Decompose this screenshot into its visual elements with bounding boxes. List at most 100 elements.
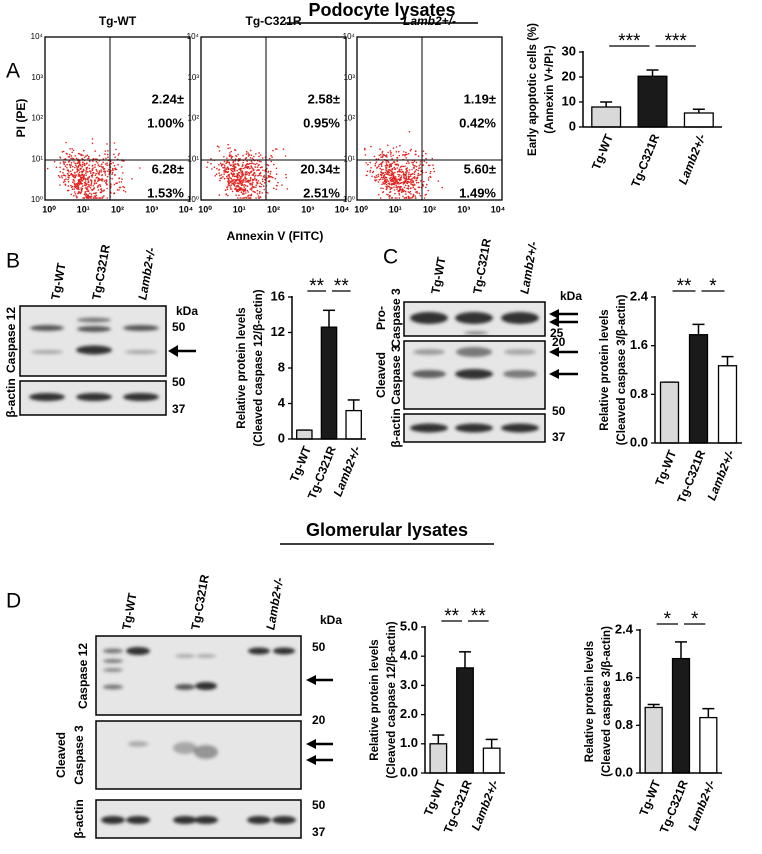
dot (263, 188, 266, 191)
row-label: Cleaved (54, 732, 68, 778)
dot (390, 183, 393, 185)
y-tick-label: 1.6 (630, 337, 648, 352)
dot (83, 164, 86, 166)
dot (385, 168, 387, 170)
dot (237, 153, 239, 156)
dot (422, 185, 425, 187)
dot (108, 168, 110, 171)
dot (260, 175, 262, 177)
dot (93, 192, 95, 195)
dot (390, 179, 393, 181)
dot (69, 148, 71, 150)
dot (268, 157, 271, 160)
dot (211, 168, 213, 170)
dot (398, 150, 400, 153)
dot (71, 188, 74, 190)
dot (227, 180, 229, 182)
dot (392, 174, 395, 177)
dot (66, 163, 68, 166)
dot (70, 193, 72, 196)
dot (426, 183, 428, 186)
dot (249, 183, 251, 185)
dot (225, 193, 228, 196)
dot (390, 180, 393, 183)
dot (227, 182, 230, 185)
dot (244, 176, 246, 178)
dot (403, 175, 405, 178)
dot (416, 190, 418, 193)
dot (242, 154, 244, 157)
dot (108, 173, 110, 175)
dot (415, 179, 418, 182)
dot (401, 154, 404, 156)
dot (389, 150, 392, 152)
dot (239, 178, 241, 181)
dot (100, 165, 102, 168)
dot (260, 160, 262, 163)
dot (364, 149, 366, 151)
dot (100, 171, 103, 173)
y-tick-label: 2.4 (615, 621, 634, 636)
arrow-head (549, 317, 559, 327)
dot (88, 183, 90, 186)
dot (254, 166, 256, 168)
dot (256, 169, 258, 172)
dot (98, 165, 101, 167)
dot (381, 150, 384, 153)
dot (405, 193, 407, 195)
significance-label: * (691, 609, 699, 630)
dot (258, 164, 260, 166)
dot (107, 156, 109, 158)
x-tick-label: Tg-WT (652, 447, 679, 487)
dot (238, 174, 241, 177)
dot (250, 154, 253, 157)
dot (392, 147, 395, 149)
dot (395, 186, 398, 188)
lane-label: Tg-C321R (188, 573, 212, 631)
dot (223, 164, 226, 167)
dot (113, 142, 116, 144)
quadrant-value: 1.19± (464, 91, 496, 106)
dot (241, 179, 243, 182)
y-tick-label: 5.0 (400, 618, 418, 633)
dot (267, 192, 269, 194)
quadrant-value: 1.53% (147, 185, 184, 200)
dot (419, 173, 422, 176)
y-tick-label: 10¹ (31, 154, 43, 163)
dot (252, 174, 255, 176)
dot (83, 197, 85, 199)
dot (64, 165, 67, 167)
dot (396, 157, 399, 159)
dot (95, 160, 98, 163)
dot (413, 175, 416, 178)
dot (248, 172, 251, 175)
dot (81, 165, 83, 168)
dot (219, 177, 222, 180)
dot (406, 171, 408, 173)
dot (387, 169, 390, 171)
dot (270, 176, 273, 178)
dot (402, 165, 405, 168)
dot (88, 155, 90, 158)
dot (225, 168, 228, 170)
dot (111, 173, 113, 175)
dot (232, 164, 234, 166)
y-tick-label: 0.8 (630, 386, 648, 401)
bar (429, 743, 448, 774)
dot (437, 180, 440, 182)
dot (275, 167, 278, 170)
dot (390, 155, 392, 158)
dot (408, 173, 410, 176)
dot (58, 176, 61, 178)
bands (410, 312, 539, 433)
dot (112, 169, 114, 172)
dot (230, 184, 232, 186)
dot (409, 187, 412, 190)
dot (406, 153, 408, 156)
dot (398, 192, 400, 195)
dot (74, 175, 77, 178)
dot (388, 171, 391, 174)
dot (402, 181, 405, 183)
dot (379, 197, 382, 199)
dot (84, 192, 86, 194)
